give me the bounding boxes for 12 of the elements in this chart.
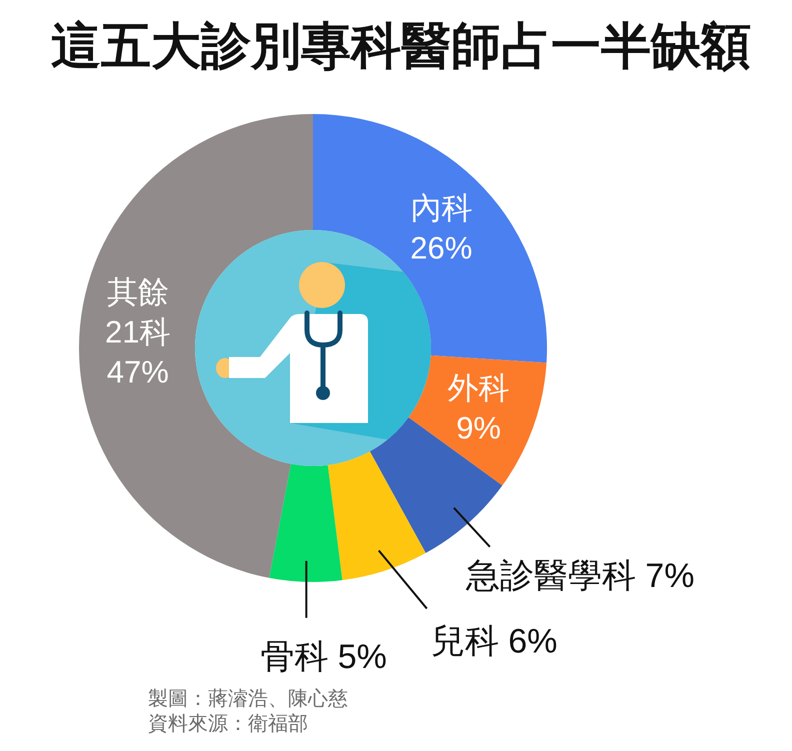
- slice-label: 兒科 6%: [430, 622, 558, 661]
- slice-label: 內科: [410, 190, 472, 226]
- annotation: 資料來源：衛福部: [148, 713, 308, 735]
- title: 這五大診別專科醫師占一半缺額: [51, 18, 751, 74]
- slice-label: 急診醫學科 7%: [464, 556, 694, 595]
- data-label: 47%: [106, 354, 169, 390]
- data-label: 26%: [410, 230, 472, 266]
- slice-label: 其餘 21科: [105, 274, 171, 350]
- slice-label: 骨科 5%: [260, 638, 387, 676]
- annotation: 製圖：蔣濬浩、陳心慈: [148, 688, 348, 710]
- data-label: 9%: [456, 410, 501, 446]
- slice-label: 外科: [448, 370, 510, 406]
